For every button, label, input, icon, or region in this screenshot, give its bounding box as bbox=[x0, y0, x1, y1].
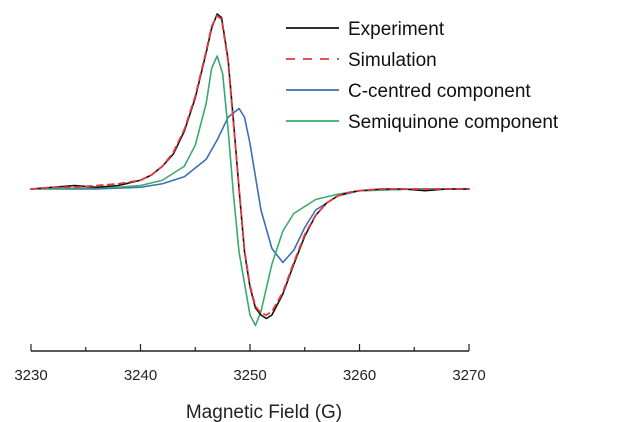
x-tick-label: 3230 bbox=[14, 367, 47, 384]
x-ticks: 3230 3240 3250 3260 3270 bbox=[14, 344, 486, 384]
series-line-simulation bbox=[30, 14, 470, 316]
x-tick-label: 3250 bbox=[233, 367, 266, 384]
legend-label: C-centred component bbox=[348, 81, 531, 102]
x-axis: 3230 3240 3250 3260 3270 Magnetic Field (G) bbox=[14, 344, 486, 422]
x-tick-label: 3240 bbox=[124, 367, 157, 384]
legend: Experiment Simulation C-centred component S… bbox=[286, 19, 559, 133]
legend-label: Experiment bbox=[348, 19, 445, 40]
legend-label: Simulation bbox=[348, 50, 437, 71]
plot-lines bbox=[30, 13, 470, 327]
legend-item-semiquinone-component: Semiquinone component bbox=[286, 112, 559, 133]
x-axis-title: Magnetic Field (G) bbox=[186, 402, 342, 422]
x-tick-label: 3260 bbox=[343, 367, 376, 384]
x-tick-label: 3270 bbox=[452, 367, 485, 384]
legend-item-c-centred-component: C-centred component bbox=[286, 81, 531, 102]
legend-label: Semiquinone component bbox=[348, 112, 559, 133]
legend-item-experiment: Experiment bbox=[286, 19, 445, 40]
legend-item-simulation: Simulation bbox=[286, 50, 437, 71]
series-line-semiquinone-component bbox=[30, 55, 470, 327]
